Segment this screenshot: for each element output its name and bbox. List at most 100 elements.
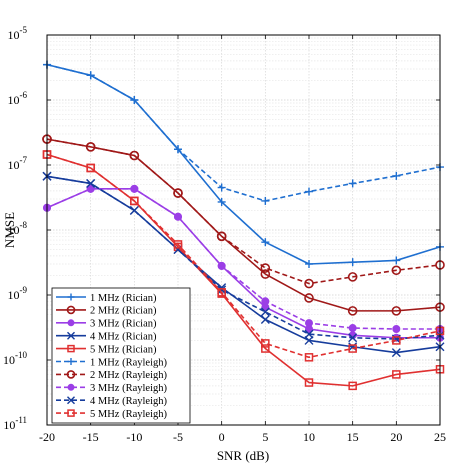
data-point [130,184,139,193]
data-point [391,265,402,276]
legend: 1 MHz (Rician) 2 MHz (Rician) 3 MHz (Ricia… [51,287,191,424]
data-point [348,324,357,333]
data-point [217,261,226,270]
legend-label: 5 MHz (Rayleigh) [90,409,167,420]
legend-label: 4 MHz (Rayleigh) [90,396,167,407]
axis-ticks: -20 -15 -10 -5 0 5 10 15 20 25 10-11 10-10 10-9 10-8 1… [3,25,446,444]
legend-entry: 1 MHz (Rician) [56,293,157,304]
legend-label: 3 MHz (Rayleigh) [90,383,167,394]
legend-label: 2 MHz (Rician) [90,306,157,317]
x-tick-label: 0 [219,430,225,444]
legend-label: 4 MHz (Rician) [90,332,157,343]
legend-swatch-marker [67,383,75,391]
series-7 [42,134,445,289]
y-tick-label: 10-10 [3,350,27,367]
data-point [261,339,270,348]
series-line [46,138,441,285]
x-axis-label: SNR (dB) [217,448,269,463]
data-point [304,329,314,339]
series-line [46,63,441,202]
legend-swatch-marker [66,305,76,315]
data-point [86,184,95,193]
data-point [348,381,357,391]
data-point [217,288,226,297]
data-point [173,240,183,249]
x-tick-label: 20 [390,430,402,444]
series-line [46,188,440,339]
data-point [217,285,227,295]
x-tick-label: 25 [434,430,446,444]
data-point [392,336,401,345]
legend-swatch-marker [67,344,75,353]
y-tick-label: 10-11 [3,415,27,432]
series-9 [42,171,445,344]
data-point [86,178,96,188]
data-point [260,263,271,273]
y-tick-label: 10-9 [8,285,28,302]
y-tick-label: 10-5 [8,25,28,42]
legend-entry: 4 MHz (Rician) [56,332,157,343]
data-point [347,272,358,282]
legend-entry: 4 MHz (Rayleigh) [56,396,167,407]
legend-swatch-marker [67,396,75,405]
data-point [129,205,139,215]
y-axis-label: NMSE [2,212,17,248]
data-point [173,245,183,255]
data-point [392,324,401,333]
x-tick-label: -10 [126,430,142,444]
data-point [85,142,96,152]
data-point [392,370,401,379]
legend-swatch-marker [67,331,75,340]
legend-label: 3 MHz (Rician) [90,319,157,330]
data-point [261,297,270,306]
data-point [347,306,358,316]
x-tick-label: 10 [303,430,315,444]
data-point [391,306,402,316]
x-tick-label: -5 [173,430,183,444]
legend-label: 1 MHz (Rayleigh) [90,357,167,368]
series-line [46,175,441,354]
data-point [260,314,270,324]
data-point [174,212,182,221]
data-point [86,163,95,173]
legend-entry: 2 MHz (Rician) [56,305,157,317]
x-tick-label: -15 [83,430,99,444]
series-line [46,175,441,340]
legend-entry: 5 MHz (Rayleigh) [56,409,167,420]
data-point [130,196,139,206]
y-tick-label: 10-8 [8,220,28,237]
data-point [260,269,271,279]
data-point [304,378,314,387]
legend-entry: 5 MHz (Rician) [56,344,157,355]
series-line [46,153,441,359]
x-tick-label: 15 [347,430,359,444]
series-layer [42,60,445,391]
x-tick-label: -20 [39,430,55,444]
legend-label: 2 MHz (Rayleigh) [90,370,167,381]
y-tick-label: 10-6 [8,90,28,107]
data-point [304,353,314,362]
data-point [173,188,183,198]
legend-swatch-marker [67,409,75,417]
legend-swatch-marker [66,370,76,379]
data-point [348,333,358,343]
legend-entry: 3 MHz (Rayleigh) [56,383,167,394]
data-point [129,150,140,161]
data-point [348,344,357,353]
data-point [304,278,314,289]
grid [47,35,440,425]
data-point [305,319,313,328]
data-point [216,231,227,242]
x-tick-label: 5 [262,430,268,444]
legend-label: 5 MHz (Rician) [90,344,157,355]
data-point [391,348,401,358]
data-point [260,307,270,317]
legend-entry: 2 MHz (Rayleigh) [56,370,167,381]
legend-swatch-marker [67,319,75,327]
series-8 [43,184,444,333]
legend-entry: 1 MHz (Rayleigh) [56,357,167,368]
data-point [261,344,270,353]
data-point [304,293,314,303]
legend-label: 1 MHz (Rician) [90,293,157,304]
